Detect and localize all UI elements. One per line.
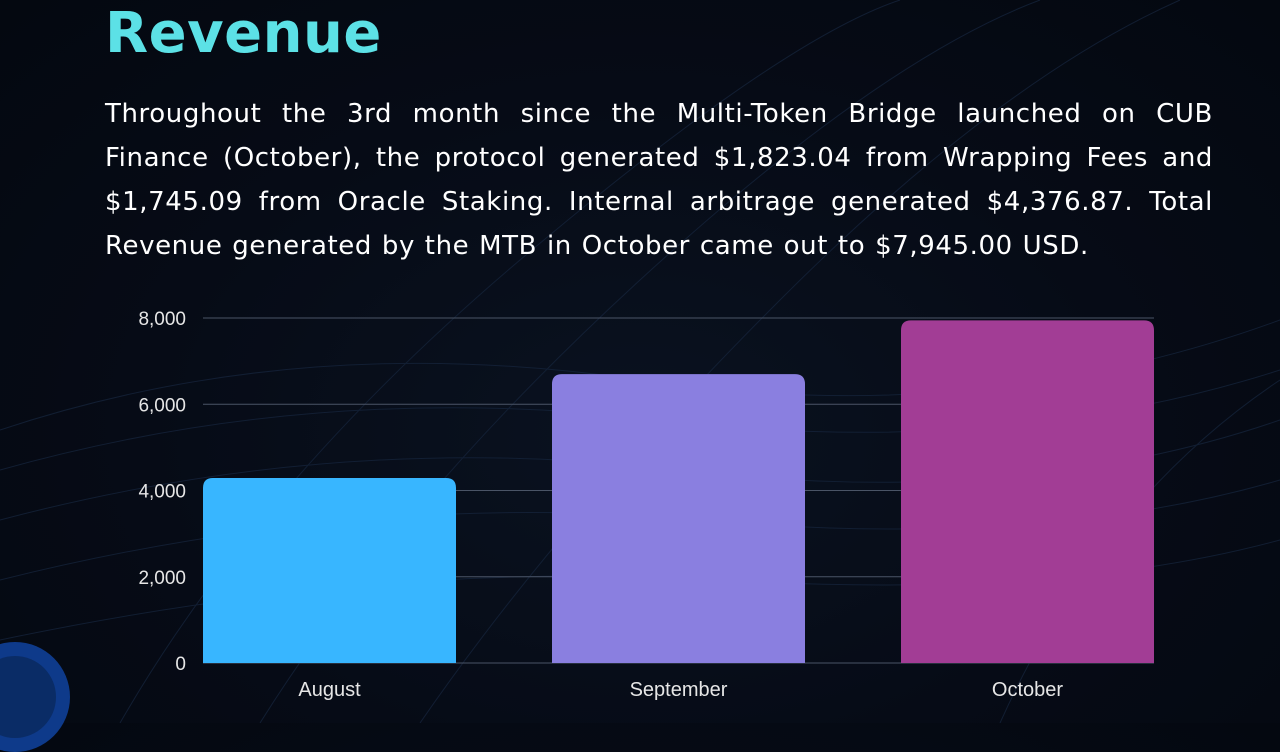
- chart-y-ticks: 0 2,000 4,000 6,000 8,000: [138, 309, 186, 675]
- chart-bars: [203, 320, 1154, 663]
- y-tick-label: 2,000: [138, 568, 186, 589]
- y-tick-label: 6,000: [138, 395, 186, 416]
- bar-october: [901, 320, 1154, 663]
- y-tick-label: 4,000: [138, 482, 186, 503]
- revenue-description: Throughout the 3rd month since the Multi…: [105, 99, 1213, 261]
- bar-september: [552, 374, 805, 663]
- page-title: Revenue: [105, 1, 382, 66]
- chart-x-ticks: August September October: [298, 679, 1063, 701]
- x-tick-label-august: August: [298, 679, 361, 701]
- bar-august: [203, 477, 456, 663]
- y-tick-label: 8,000: [138, 309, 186, 330]
- revenue-bar-chart: 0 2,000 4,000 6,000 8,000 August September Oct…: [138, 309, 1154, 701]
- y-tick-label: 0: [175, 654, 186, 675]
- x-tick-label-october: October: [992, 679, 1063, 701]
- x-tick-label-september: September: [630, 679, 728, 701]
